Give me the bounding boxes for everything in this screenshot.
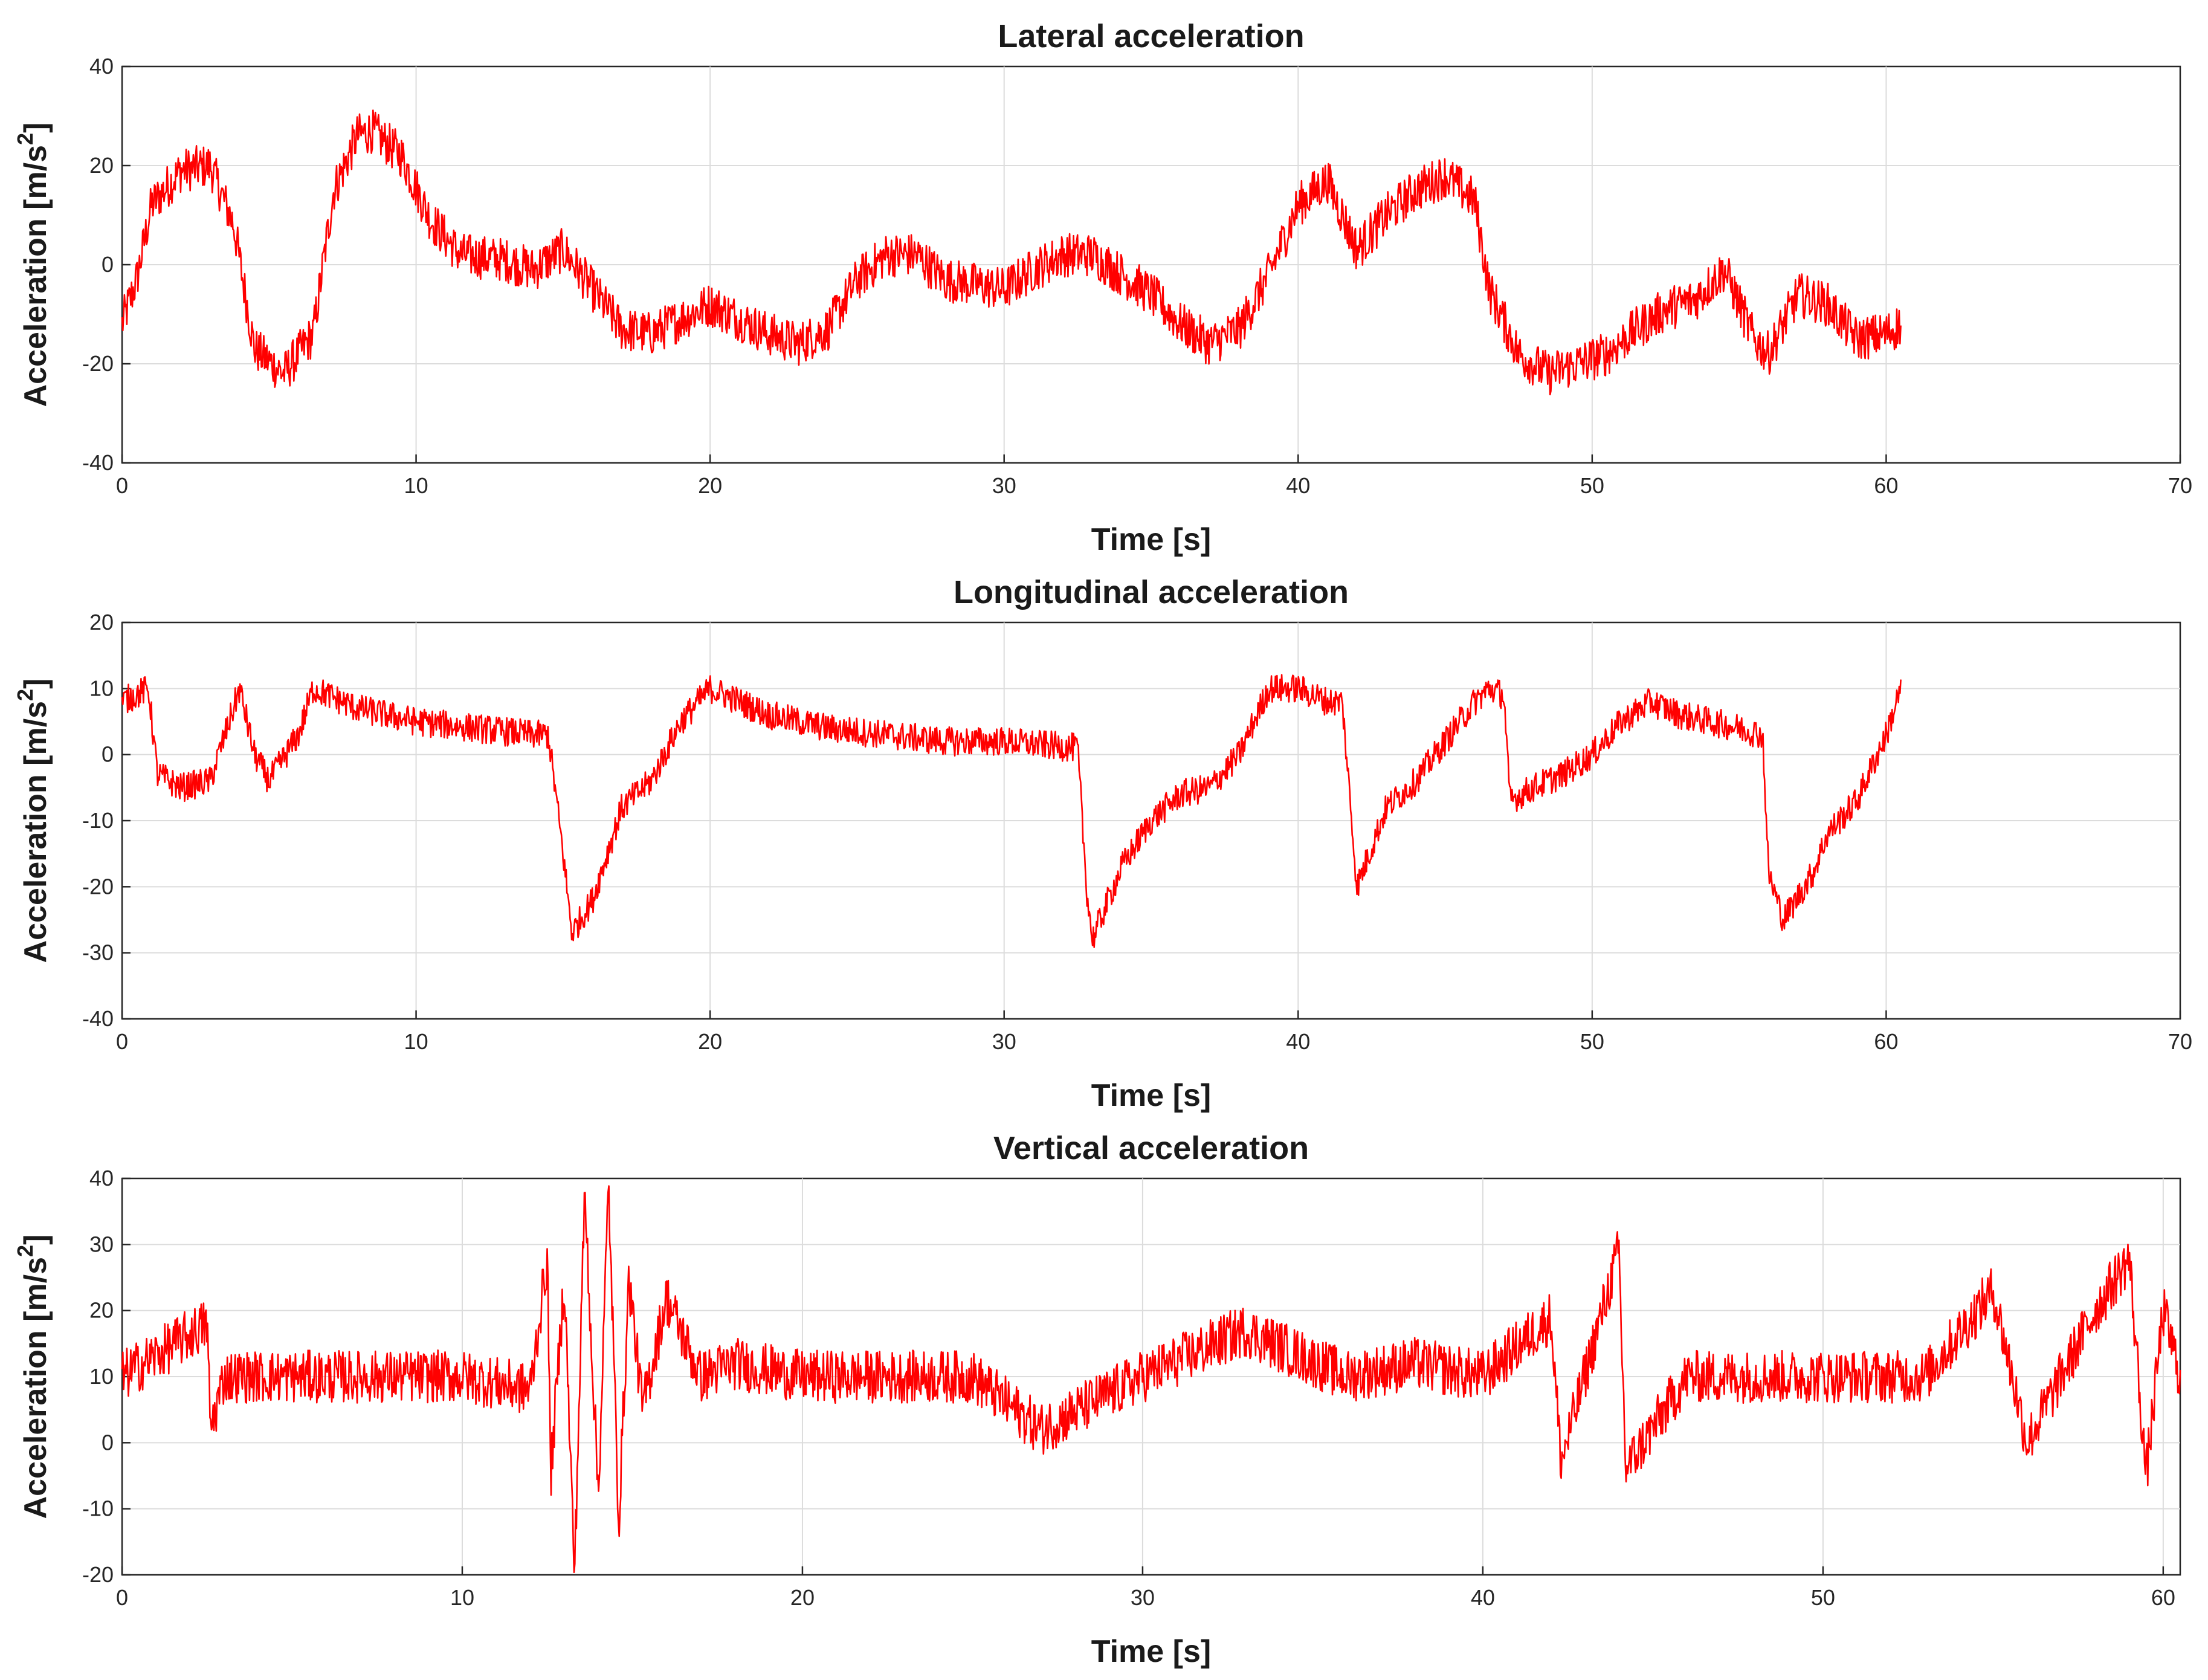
series-line bbox=[121, 674, 1902, 948]
x-tick-label: 40 bbox=[1286, 1029, 1310, 1054]
y-tick-label: 40 bbox=[89, 1166, 114, 1191]
x-tick-label: 50 bbox=[1580, 1029, 1604, 1054]
x-tick-label: 50 bbox=[1811, 1585, 1835, 1610]
y-tick-label: -20 bbox=[82, 351, 114, 376]
x-tick-label: 60 bbox=[1874, 473, 1898, 498]
y-axis-label-tail: ] bbox=[18, 1235, 53, 1245]
y-axis-label: Acceleration [m/s2] bbox=[13, 123, 53, 407]
x-tick-label: 0 bbox=[116, 1029, 128, 1054]
x-tick-label: 30 bbox=[992, 1029, 1016, 1054]
y-tick-label: -20 bbox=[82, 874, 114, 899]
x-tick-label: 40 bbox=[1286, 473, 1310, 498]
y-axis-label-exponent: 2 bbox=[13, 689, 37, 701]
x-tick-label: 40 bbox=[1471, 1585, 1495, 1610]
y-tick-label: -30 bbox=[82, 940, 114, 965]
x-tick-label: 20 bbox=[698, 1029, 722, 1054]
y-axis-label-tail: ] bbox=[18, 679, 53, 689]
y-tick-label: 40 bbox=[89, 54, 114, 79]
y-tick-label: 10 bbox=[89, 1364, 114, 1389]
y-tick-label: 20 bbox=[89, 610, 114, 635]
x-axis-label: Time [s] bbox=[1091, 1078, 1211, 1113]
x-tick-label: 30 bbox=[992, 473, 1016, 498]
y-axis-label-base: Acceleration [m/s bbox=[18, 145, 53, 407]
y-tick-label: 0 bbox=[102, 742, 114, 767]
y-tick-label: 20 bbox=[89, 153, 114, 178]
y-tick-label: -20 bbox=[82, 1562, 114, 1587]
y-axis-label-base: Acceleration [m/s bbox=[18, 1257, 53, 1519]
x-axis-label: Time [s] bbox=[1091, 522, 1211, 557]
chart-title: Longitudinal acceleration bbox=[954, 574, 1349, 610]
y-tick-label: 0 bbox=[102, 252, 114, 277]
y-axis-label-exponent: 2 bbox=[13, 133, 37, 145]
y-axis-label: Acceleration [m/s2] bbox=[13, 1235, 53, 1519]
subplot-1: 0 10 20 30 40 50 60 70 -40 -20 0 20 40 Lateral accele… bbox=[13, 18, 2192, 557]
x-tick-label: 10 bbox=[404, 1029, 428, 1054]
series-line bbox=[121, 109, 1902, 396]
x-tick-label: 20 bbox=[698, 473, 722, 498]
x-tick-label: 10 bbox=[450, 1585, 474, 1610]
y-tick-label: -40 bbox=[82, 1006, 114, 1031]
y-axis-label-exponent: 2 bbox=[13, 1245, 37, 1257]
x-tick-label: 30 bbox=[1131, 1585, 1155, 1610]
chart-title: Lateral acceleration bbox=[998, 18, 1304, 54]
x-tick-label: 60 bbox=[1874, 1029, 1898, 1054]
subplot-2: 0 10 20 30 40 50 60 70 -40 -30 -20 -10 0 10 20 Longitud… bbox=[13, 574, 2192, 1113]
x-tick-label: 0 bbox=[116, 1585, 128, 1610]
x-tick-label: 10 bbox=[404, 473, 428, 498]
chart-title: Vertical acceleration bbox=[993, 1130, 1309, 1166]
y-tick-label: -10 bbox=[82, 808, 114, 833]
y-tick-label: 20 bbox=[89, 1298, 114, 1323]
x-tick-label: 70 bbox=[2168, 1029, 2192, 1054]
y-tick-label: -10 bbox=[82, 1496, 114, 1521]
x-tick-label: 50 bbox=[1580, 473, 1604, 498]
subplot-3: 0 10 20 30 40 50 60 -20 -10 0 10 20 30 40 Vertical acc… bbox=[13, 1130, 2181, 1669]
y-axis-label: Acceleration [m/s2] bbox=[13, 679, 53, 963]
y-tick-label: 0 bbox=[102, 1430, 114, 1455]
y-tick-label: -40 bbox=[82, 450, 114, 475]
y-tick-label: 30 bbox=[89, 1232, 114, 1256]
x-tick-label: 70 bbox=[2168, 473, 2192, 498]
series-line bbox=[121, 1185, 2181, 1574]
x-tick-label: 60 bbox=[2151, 1585, 2175, 1610]
y-axis-label-tail: ] bbox=[18, 123, 53, 133]
y-axis-label-base: Acceleration [m/s bbox=[18, 701, 53, 963]
x-tick-label: 0 bbox=[116, 473, 128, 498]
x-tick-label: 20 bbox=[790, 1585, 815, 1610]
y-tick-label: 10 bbox=[89, 676, 114, 700]
x-axis-label: Time [s] bbox=[1091, 1634, 1211, 1669]
